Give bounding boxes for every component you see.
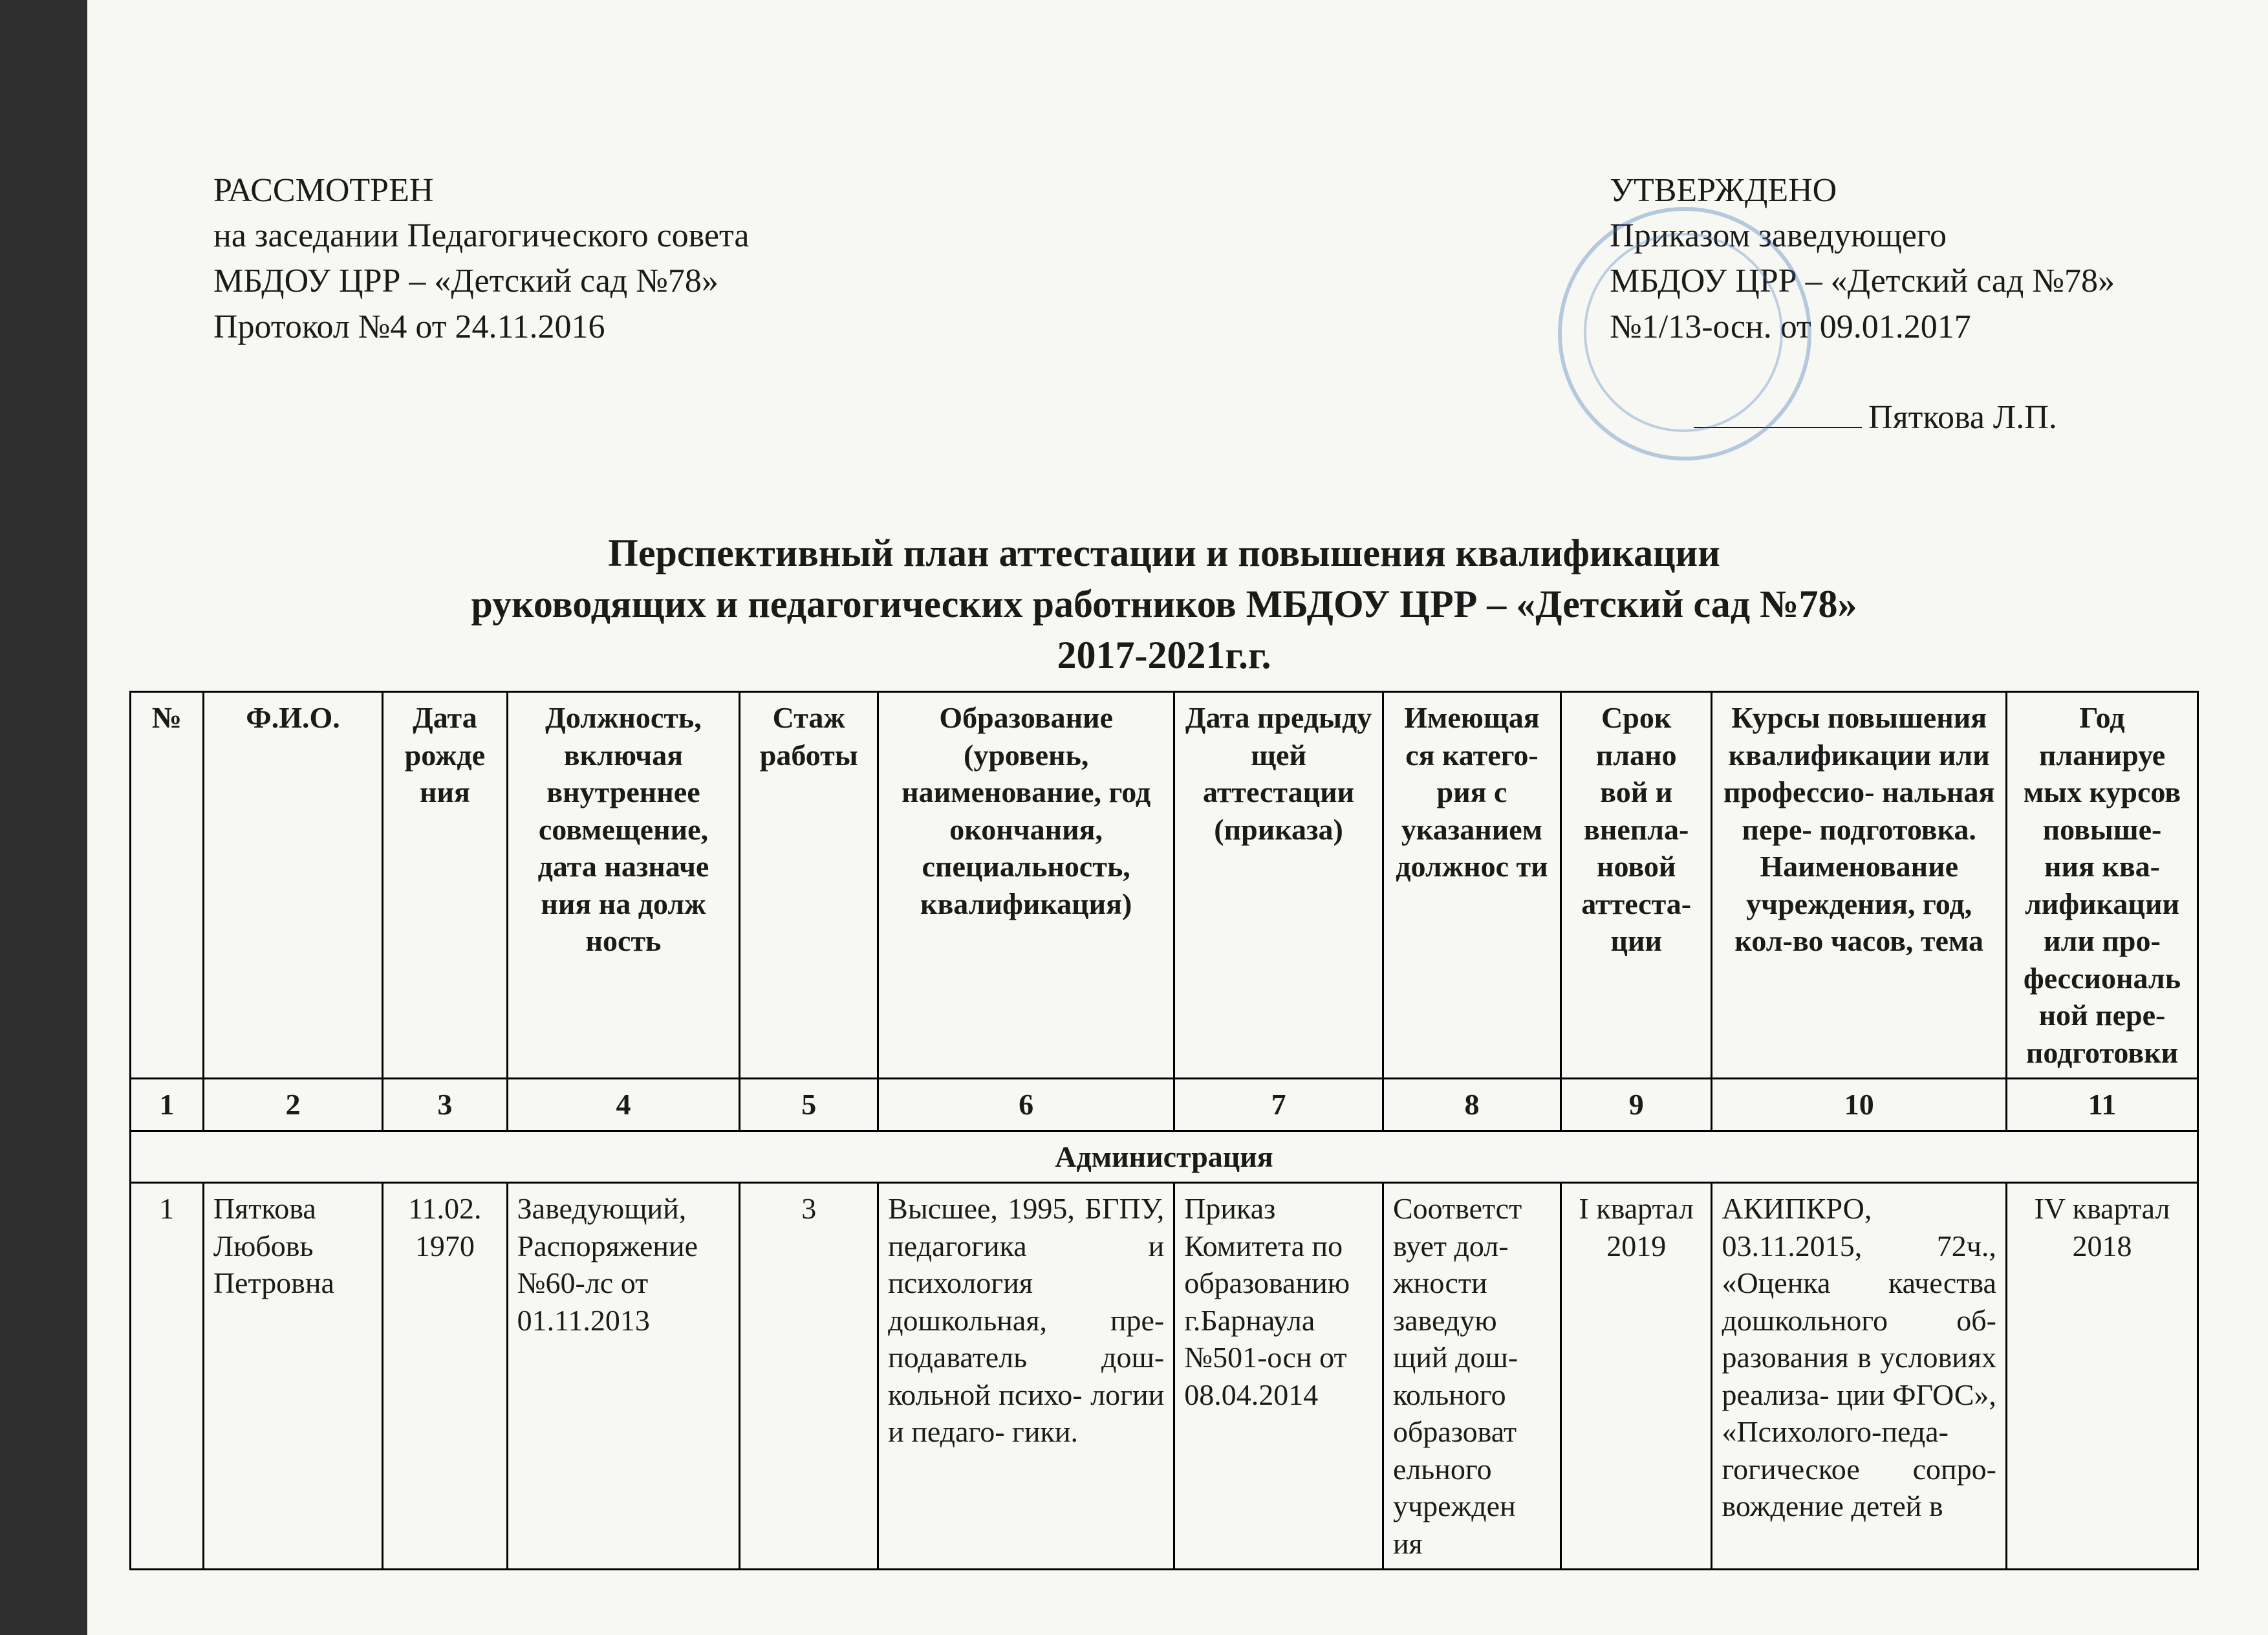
cell-position: Заведующий, Распоряжение №60-лс от 01.11… — [507, 1183, 740, 1570]
approval-header: РАССМОТРЕН на заседании Педагогического … — [213, 168, 2115, 486]
cell-category: Соответст вует дол- жности заведую щий д… — [1383, 1183, 1561, 1570]
colnum: 11 — [2006, 1079, 2198, 1131]
reviewed-block: РАССМОТРЕН на заседании Педагогического … — [213, 168, 749, 486]
colnum: 7 — [1174, 1079, 1383, 1131]
colnum: 5 — [740, 1079, 878, 1131]
document-title: Перспективный план аттестации и повышени… — [129, 531, 2199, 678]
signature-line: Пяткова Л.П. — [1610, 350, 2115, 486]
approved-line: УТВЕРЖДЕНО — [1610, 168, 2115, 213]
col-number: № — [131, 692, 204, 1079]
reviewed-line: РАССМОТРЕН — [213, 168, 749, 213]
colnum: 6 — [878, 1079, 1174, 1131]
col-experience: Стаж работы — [740, 692, 878, 1079]
cell-term: I квартал 2019 — [1561, 1183, 1711, 1570]
colnum: 10 — [1712, 1079, 2007, 1131]
cell-fullname: Пяткова Любовь Петровна — [203, 1183, 382, 1570]
reviewed-line: МБДОУ ЦРР – «Детский сад №78» — [213, 259, 749, 304]
colnum: 3 — [383, 1079, 507, 1131]
cell-birthdate: 11.02. 1970 — [383, 1183, 507, 1570]
reviewed-line: Протокол №4 от 24.11.2016 — [213, 305, 749, 350]
col-birthdate: Дата рожде ния — [383, 692, 507, 1079]
cell-education: Высшее, 1995, БГПУ, педагогика и психоло… — [878, 1183, 1174, 1570]
section-header-row: Администрация — [131, 1131, 2198, 1183]
approved-line: МБДОУ ЦРР – «Детский сад №78» — [1610, 259, 2115, 304]
column-number-row: 1 2 3 4 5 6 7 8 9 10 11 — [131, 1079, 2198, 1131]
approved-line: №1/13-осн. от 09.01.2017 — [1610, 305, 2115, 350]
approved-block: УТВЕРЖДЕНО Приказом заведующего МБДОУ ЦР… — [1610, 168, 2115, 486]
col-education: Образование (уровень, наименование, год … — [878, 692, 1174, 1079]
cell-number: 1 — [131, 1183, 204, 1570]
cell-prev-attest: Приказ Комитета по образованию г.Барнаул… — [1174, 1183, 1383, 1570]
cell-courses: АКИПКРО, 03.11.2015, 72ч., «Оценка качес… — [1712, 1183, 2007, 1570]
signer-name: Пяткова Л.П. — [1868, 399, 2057, 436]
attestation-table: № Ф.И.О. Дата рожде ния Должность, включ… — [129, 691, 2199, 1570]
col-attest-term: Срок плано вой и внепла- новой аттеста- … — [1561, 692, 1711, 1079]
page-content: РАССМОТРЕН на заседании Педагогического … — [129, 0, 2199, 1570]
col-position: Должность, включая внутреннее совмещение… — [507, 692, 740, 1079]
document-page: РАССМОТРЕН на заседании Педагогического … — [0, 0, 2268, 1635]
cell-experience: 3 — [740, 1183, 878, 1570]
cell-plan-year: IV квартал 2018 — [2006, 1183, 2198, 1570]
col-plan-year: Год планируе мых курсов повыше- ния ква-… — [2006, 692, 2198, 1079]
col-category: Имеющая ся катего- рия с указанием должн… — [1383, 692, 1561, 1079]
section-title: Администрация — [131, 1131, 2198, 1183]
colnum: 4 — [507, 1079, 740, 1131]
col-fullname: Ф.И.О. — [203, 692, 382, 1079]
col-courses: Курсы повышения квалификации или професс… — [1712, 692, 2007, 1079]
colnum: 9 — [1561, 1079, 1711, 1131]
signature-underline-icon — [1694, 427, 1862, 428]
table-row: 1 Пяткова Любовь Петровна 11.02. 1970 За… — [131, 1183, 2198, 1570]
scan-margin-strip — [0, 0, 87, 1635]
colnum: 1 — [131, 1079, 204, 1131]
col-prev-attest: Дата предыду щей аттестации (приказа) — [1174, 692, 1383, 1079]
title-line: Перспективный план аттестации и повышени… — [129, 531, 2199, 576]
title-line: 2017-2021г.г. — [129, 633, 2199, 678]
title-line: руководящих и педагогических работников … — [129, 582, 2199, 627]
colnum: 8 — [1383, 1079, 1561, 1131]
colnum: 2 — [203, 1079, 382, 1131]
reviewed-line: на заседании Педагогического совета — [213, 213, 749, 259]
table-header-row: № Ф.И.О. Дата рожде ния Должность, включ… — [131, 692, 2198, 1079]
approved-line: Приказом заведующего — [1610, 213, 2115, 259]
